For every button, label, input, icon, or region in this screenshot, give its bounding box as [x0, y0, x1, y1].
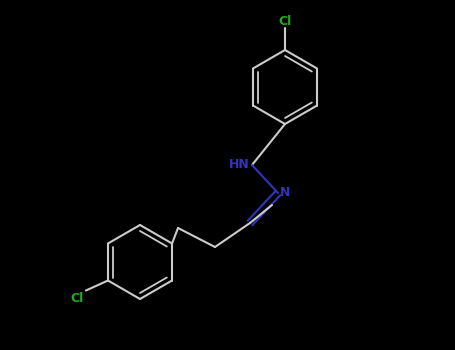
- Text: Cl: Cl: [278, 15, 292, 28]
- Text: HN: HN: [229, 159, 250, 172]
- Text: N: N: [280, 187, 290, 199]
- Text: Cl: Cl: [71, 292, 84, 304]
